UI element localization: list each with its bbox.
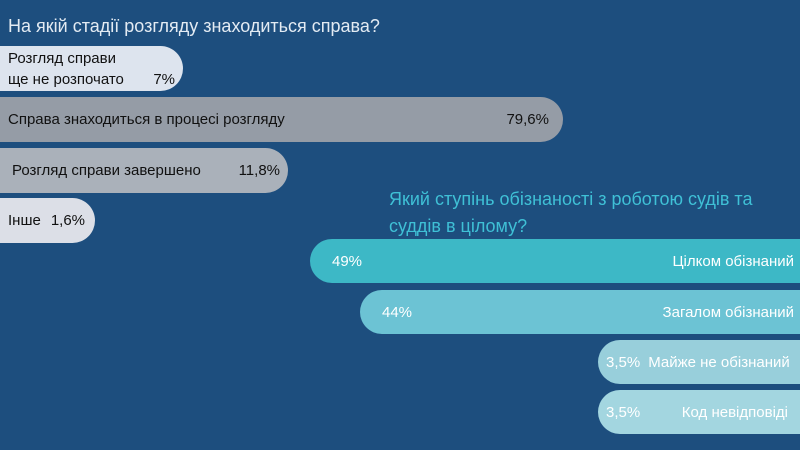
chart-1-bar: Розгляд справи ще не розпочато 7% — [0, 46, 183, 91]
chart-1-title: На якій стадії розгляду знаходиться спра… — [8, 16, 380, 36]
chart-1-category-label: Розгляд справи завершено — [12, 162, 201, 179]
chart-1-bar: Справа знаходиться в процесі розгляду 79,… — [0, 97, 563, 142]
chart-1-value-label: 1,6% — [50, 212, 86, 229]
chart-2-value-label: 3,5% — [606, 353, 641, 371]
chart-1-value-label: 7% — [153, 71, 175, 88]
chart-2-category-label: Майже не обізнаний — [648, 353, 790, 371]
chart-2-bar: 44% Загалом обізнаний — [360, 290, 800, 334]
chart-1-value-label: 79,6% — [506, 111, 549, 128]
chart-2-title: Який ступінь обізнаності з роботою судів… — [389, 189, 753, 236]
chart-1-category-label: Розгляд справи ще не розпочато — [8, 49, 124, 88]
chart-1-value-label: 11,8% — [238, 162, 280, 179]
chart-2-category-label: Код невідповіді — [681, 403, 788, 421]
chart-1-category-label: Справа знаходиться в процесі розгляду — [8, 111, 285, 128]
chart-2-value-label: 49% — [332, 252, 363, 270]
chart-2-bar: 49% Цілком обізнаний — [310, 239, 800, 283]
chart-2-value-label: 3,5% — [606, 403, 641, 421]
chart-2-bar: 3,5% Майже не обізнаний — [598, 340, 800, 384]
chart-1-category-label: Інше — [8, 212, 41, 229]
chart-2-category-label: Загалом обізнаний — [662, 303, 794, 321]
chart-2-category-label: Цілком обізнаний — [672, 252, 794, 270]
chart-1-bar: Інше 1,6% — [0, 198, 95, 243]
chart-2-bar: 3,5% Код невідповіді — [598, 390, 800, 434]
chart-1-bar: Розгляд справи завершено 11,8% — [0, 148, 288, 193]
chart-2-value-label: 44% — [382, 303, 413, 321]
